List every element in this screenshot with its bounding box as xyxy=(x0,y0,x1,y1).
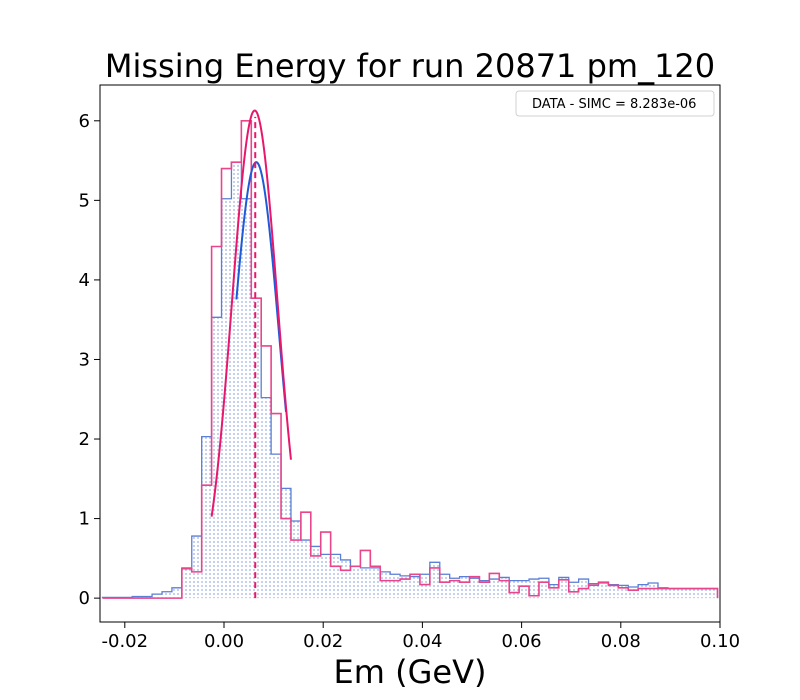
simc-bar xyxy=(538,578,549,599)
simc-bar xyxy=(380,571,391,599)
simc-histogram xyxy=(101,161,719,599)
x-tick-label: 0.02 xyxy=(303,631,343,652)
simc-bar xyxy=(459,576,470,599)
simc-bar xyxy=(231,162,242,599)
simc-bar xyxy=(360,567,371,599)
simc-bar xyxy=(618,585,629,599)
simc-bar xyxy=(181,567,192,599)
x-tick-label: 0.10 xyxy=(700,631,740,652)
simc-bar xyxy=(628,586,639,599)
simc-bar xyxy=(588,585,599,599)
simc-bar xyxy=(290,520,301,599)
simc-bar xyxy=(281,488,291,599)
y-tick-label: 6 xyxy=(79,111,90,132)
simc-bar xyxy=(697,588,708,599)
simc-bar xyxy=(310,546,321,599)
legend-label: DATA - SIMC = 8.283e-06 xyxy=(532,97,696,112)
simc-bar xyxy=(330,554,341,599)
x-tick-label: 0.00 xyxy=(204,631,244,652)
y-tick-label: 3 xyxy=(79,349,90,370)
simc-bar xyxy=(152,594,162,599)
simc-bar xyxy=(211,317,222,599)
simc-bar xyxy=(667,588,678,599)
simc-bar xyxy=(598,583,609,599)
simc-bar xyxy=(439,574,450,599)
simc-bar xyxy=(162,591,172,599)
simc-bar xyxy=(608,584,619,599)
simc-bar xyxy=(638,584,649,599)
simc-bar xyxy=(687,588,698,599)
simc-bar xyxy=(469,578,480,599)
y-tick-label: 1 xyxy=(79,509,90,530)
simc-bar xyxy=(499,577,510,599)
x-tick-label: 0.04 xyxy=(402,631,442,652)
simc-bar xyxy=(707,588,718,599)
simc-bar xyxy=(370,567,381,599)
simc-bar xyxy=(201,436,212,599)
simc-bar xyxy=(261,397,272,599)
x-tick-label: 0.08 xyxy=(601,631,641,652)
data-gaussian-fit xyxy=(210,109,292,517)
plot-area xyxy=(101,109,719,599)
simc-bar xyxy=(658,587,668,599)
simc-bar xyxy=(400,575,410,599)
simc-bar xyxy=(390,574,401,599)
simc-bar xyxy=(251,298,262,599)
y-axis: 0 1 2 3 4 5 6 xyxy=(79,111,100,609)
simc-bar xyxy=(320,554,331,599)
simc-bar xyxy=(410,576,420,599)
simc-bar xyxy=(548,584,559,599)
simc-bar xyxy=(677,588,688,599)
legend-box xyxy=(515,90,715,117)
simc-gaussian-fit xyxy=(235,161,287,413)
simc-bar xyxy=(558,577,569,599)
x-tick-label: 0.06 xyxy=(502,631,542,652)
chart-title: Missing Energy for run 20871 pm_120 xyxy=(105,47,715,85)
simc-bar xyxy=(489,579,500,599)
simc-bar xyxy=(509,580,520,599)
y-tick-label: 2 xyxy=(79,429,90,450)
x-axis: -0.02 0.00 0.02 0.04 0.06 0.08 0.10 xyxy=(102,622,740,652)
simc-bar xyxy=(241,198,252,599)
simc-bar xyxy=(449,578,460,599)
legend: DATA - SIMC = 8.283e-06 xyxy=(515,90,715,117)
simc-bar xyxy=(479,580,490,599)
axes-frame xyxy=(99,84,721,623)
simc-bar xyxy=(568,582,579,599)
simc-bar xyxy=(648,583,658,599)
simc-bar xyxy=(529,579,539,599)
data-histogram xyxy=(102,120,719,599)
simc-bar xyxy=(519,580,530,599)
x-axis-label: Em (GeV) xyxy=(334,653,487,691)
simc-outline xyxy=(101,161,719,599)
simc-bar xyxy=(171,587,182,599)
simc-bar xyxy=(191,536,202,599)
y-tick-label: 0 xyxy=(79,588,90,609)
y-tick-label: 5 xyxy=(79,190,90,211)
simc-bar xyxy=(271,454,282,599)
simc-bar xyxy=(300,540,311,599)
simc-bar xyxy=(419,574,430,599)
x-tick-label: -0.02 xyxy=(102,631,149,652)
simc-bar xyxy=(350,566,361,599)
simc-bar xyxy=(340,559,351,599)
simc-bar xyxy=(429,562,440,599)
simc-bar xyxy=(221,198,232,599)
data-outline xyxy=(102,120,719,599)
y-tick-label: 4 xyxy=(79,270,90,291)
